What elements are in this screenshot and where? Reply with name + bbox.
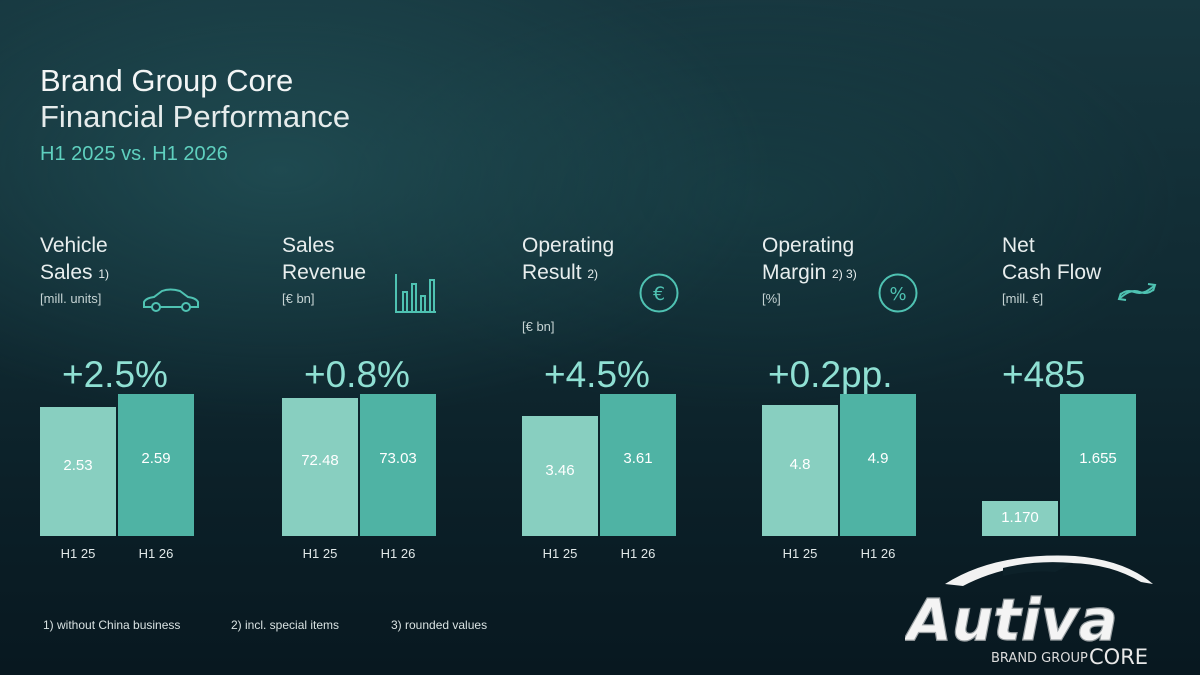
euro-circle-icon: € xyxy=(638,272,680,314)
kpi-title-line1: Vehicle xyxy=(40,234,108,257)
kpi-change: +2.5% xyxy=(62,354,168,395)
kpi-panel-vehicle-sales: Vehicle Sales 1) [mill. units] +2.5% 2.5… xyxy=(40,0,260,675)
footnote-2: 2) incl. special items xyxy=(231,618,340,632)
title-block: Brand Group Core Financial Performance H… xyxy=(40,63,350,167)
bar-h1-25 xyxy=(40,407,116,536)
kpi-title-line2: Cash Flow xyxy=(1002,261,1102,284)
kpi-panel-net-cash-flow: Net Cash Flow [mill. €] +485 1.170 1.655 xyxy=(982,0,1200,675)
bar-h1-25 xyxy=(982,501,1058,536)
kpi-title: Vehicle Sales 1) xyxy=(40,232,109,286)
x-tick-label: H1 25 xyxy=(542,546,578,561)
bar-value-label: 2.53 xyxy=(63,457,93,474)
x-tick-label: H1 25 xyxy=(302,546,338,561)
bar-value-label: 2.59 xyxy=(141,450,171,467)
kpi-title: Sales Revenue xyxy=(282,232,366,286)
kpi-title-line2: Margin xyxy=(762,261,827,284)
kpi-footnote-ref: 2) xyxy=(587,267,599,281)
percent-circle-icon: % xyxy=(877,272,919,314)
bar-h1-25 xyxy=(522,416,598,536)
bar-h1-26 xyxy=(1060,394,1136,536)
bar-h1-26 xyxy=(840,394,916,536)
kpi-panel-sales-revenue: Sales Revenue [€ bn] +0.8% 72.48 73.03 H… xyxy=(282,0,502,675)
bar-value-label: 3.61 xyxy=(623,450,653,467)
bar-h1-26 xyxy=(600,394,676,536)
logo-tagline: BRAND GROUP xyxy=(991,651,1088,666)
logo-tagline-core: CORE xyxy=(1089,645,1148,668)
x-tick-label: H1 26 xyxy=(380,546,416,561)
x-tick-label: H1 26 xyxy=(860,546,896,561)
x-tick-label: H1 26 xyxy=(138,546,174,561)
kpi-title-line1: Operating xyxy=(762,234,855,257)
bar-value-label: 4.8 xyxy=(789,456,811,473)
x-tick-label: H1 25 xyxy=(60,546,96,561)
kpi-change: +485 xyxy=(1002,354,1086,395)
kpi-title-line1: Sales xyxy=(282,234,335,257)
kpi-title-line2: Result xyxy=(522,261,582,284)
kpi-unit: [€ bn] xyxy=(522,319,555,334)
kpi-title-line1: Operating xyxy=(522,234,615,257)
footnote-1: 1) without China business xyxy=(43,618,181,632)
logo-wordmark: Autiva xyxy=(905,586,1118,654)
kpi-footnote-ref: 2) 3) xyxy=(832,267,857,281)
bar-value-label: 4.9 xyxy=(867,450,889,467)
svg-text:€: € xyxy=(653,283,665,305)
footnote-3: 3) rounded values xyxy=(391,618,488,632)
car-icon xyxy=(140,285,202,317)
bar-h1-25 xyxy=(762,405,838,536)
kpi-change: +0.8% xyxy=(304,354,410,395)
kpi-title: Operating Margin 2) 3) xyxy=(762,232,857,286)
kpi-title-line2: Revenue xyxy=(282,261,367,284)
kpi-unit: [%] xyxy=(762,291,781,306)
bar-chart-icon xyxy=(394,272,438,314)
bar-value-label: 3.46 xyxy=(545,462,575,479)
bar-h1-26 xyxy=(360,394,436,536)
cash-flow-arrows-icon xyxy=(1114,280,1160,304)
bar-h1-25 xyxy=(282,398,358,536)
bar-value-label: 1.170 xyxy=(1001,509,1039,526)
bar-value-label: 73.03 xyxy=(379,450,417,467)
kpi-panel-operating-result: Operating Result 2) [€ bn] € +4.5% 3.46 … xyxy=(522,0,742,675)
brand-logo: Autiva BRAND GROUP CORE xyxy=(905,550,1185,668)
x-tick-label: H1 25 xyxy=(782,546,818,561)
kpi-title: Operating Result 2) xyxy=(522,232,614,286)
kpi-panel-operating-margin: Operating Margin 2) 3) [%] % +0.2pp. 4.8… xyxy=(762,0,982,675)
page-title: Brand Group Core xyxy=(40,63,294,98)
page-subtitle: H1 2025 vs. H1 2026 xyxy=(40,143,228,165)
bar-value-label: 72.48 xyxy=(301,452,339,469)
svg-text:%: % xyxy=(889,284,906,305)
x-tick-label: H1 26 xyxy=(620,546,656,561)
kpi-unit: [mill. units] xyxy=(40,291,102,306)
kpi-change: +0.2pp. xyxy=(768,354,893,395)
bar-value-label: 1.655 xyxy=(1079,450,1117,467)
bar-h1-26 xyxy=(118,394,194,536)
kpi-title: Net Cash Flow xyxy=(1002,232,1101,286)
kpi-title-line1: Net xyxy=(1002,234,1035,257)
kpi-change: +4.5% xyxy=(544,354,650,395)
kpi-unit: [€ bn] xyxy=(282,291,315,306)
kpi-title-line2: Sales xyxy=(40,261,93,284)
kpi-footnote-ref: 1) xyxy=(98,267,110,281)
page-title-line2: Financial Performance xyxy=(40,99,351,134)
kpi-unit: [mill. €] xyxy=(1002,291,1044,306)
